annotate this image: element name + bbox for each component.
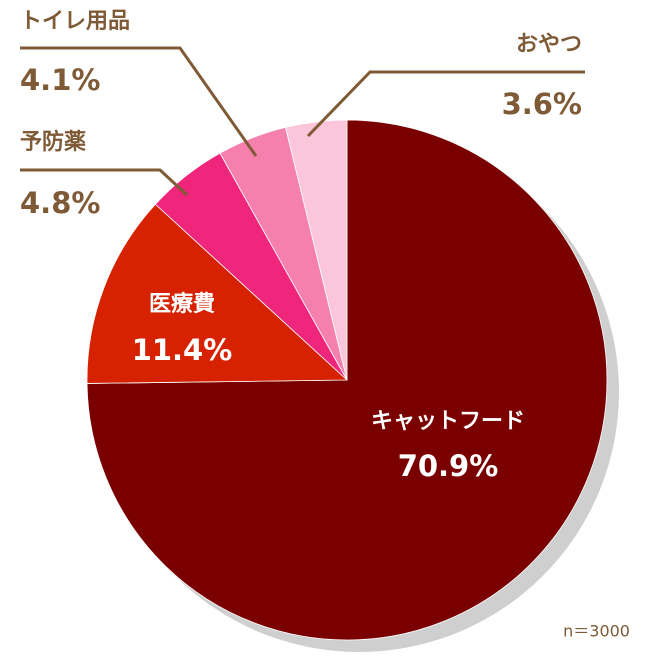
leader-line <box>20 46 258 157</box>
leader-line <box>20 168 189 197</box>
slice-name: トイレ用品 <box>20 9 130 34</box>
slice-value-label: 4.1% <box>20 63 100 97</box>
pie-slice <box>285 119 348 381</box>
slice-name: キャットフード <box>371 409 525 434</box>
slice-name: 医療費 <box>149 291 215 317</box>
leader-line <box>306 70 585 138</box>
slice-value-label: 3.6% <box>502 87 582 121</box>
pie-slice <box>86 203 349 384</box>
pie-slice <box>86 119 608 641</box>
slice-name: おやつ <box>516 32 582 57</box>
slice-value-label: 4.8% <box>20 186 100 220</box>
slice-value-label: 11.4% <box>132 333 233 367</box>
slice-name: 予防薬 <box>20 130 86 155</box>
slice-value-label: 70.9% <box>398 449 499 483</box>
sample-note: n＝3000 <box>563 622 630 641</box>
